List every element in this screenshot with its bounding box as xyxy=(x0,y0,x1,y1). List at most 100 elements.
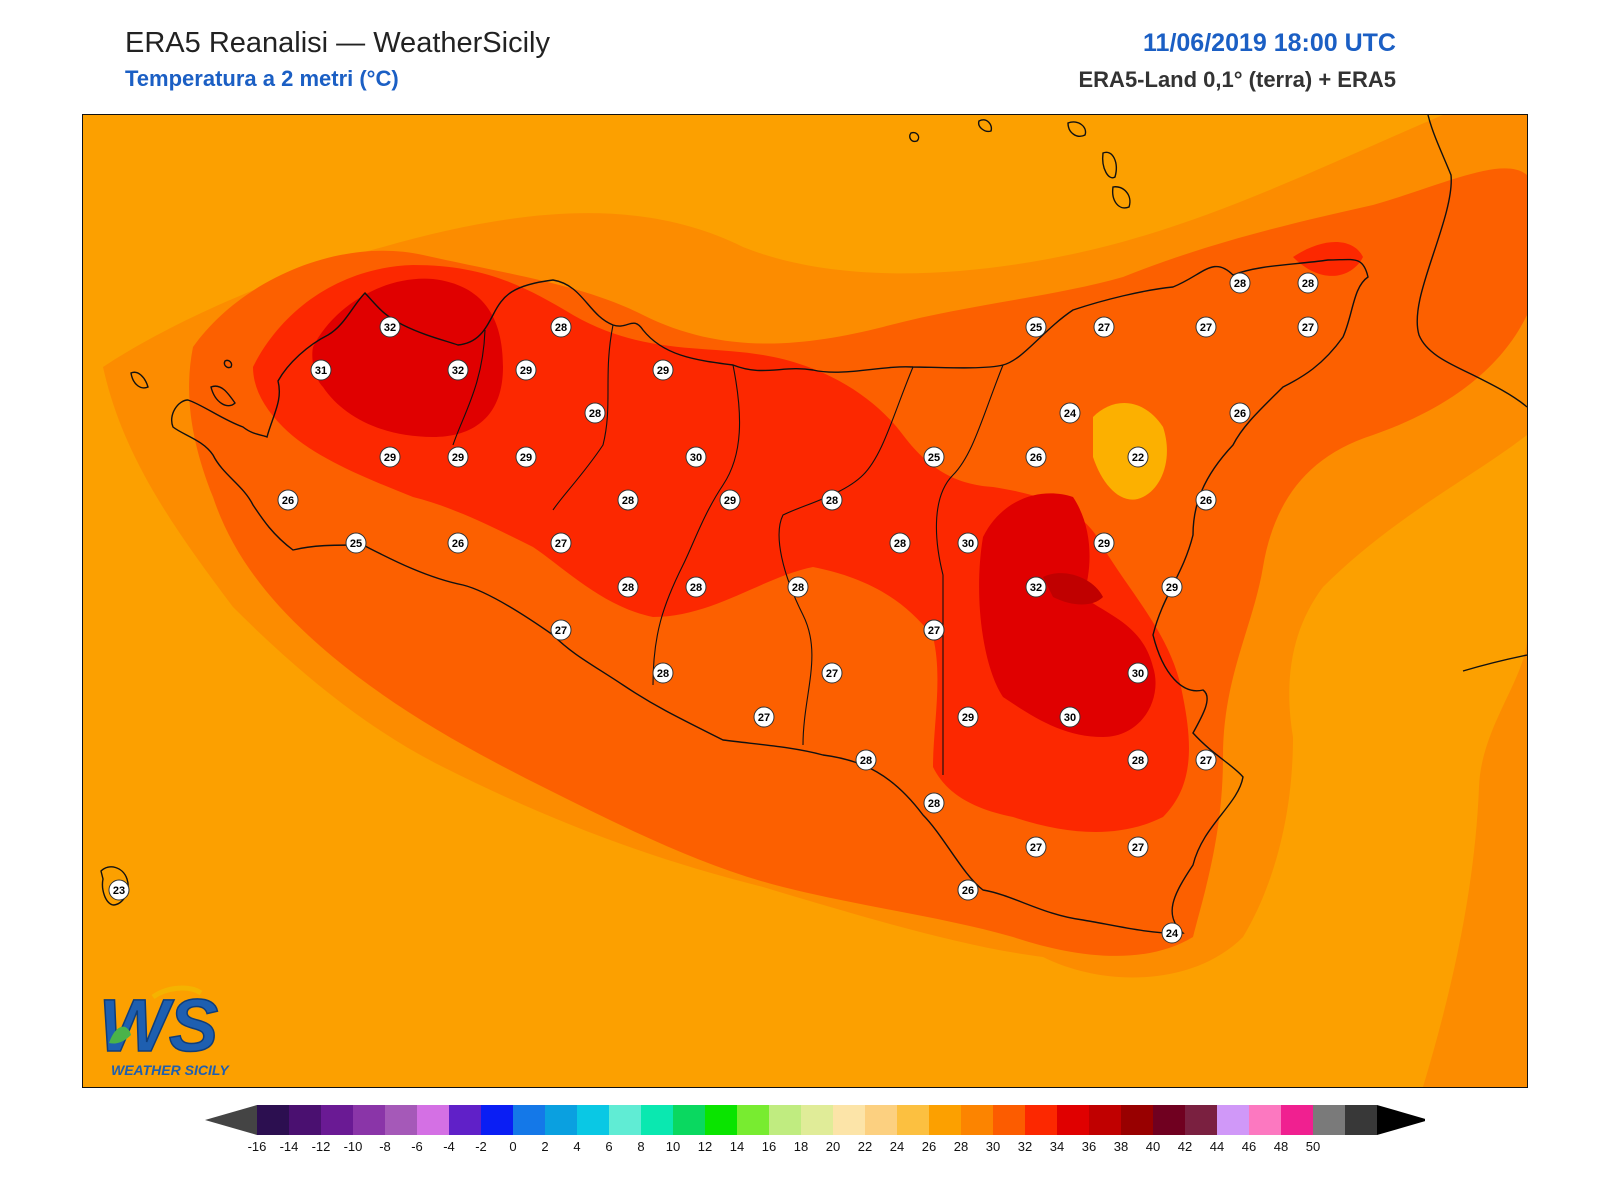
station-label: 25 xyxy=(923,446,945,468)
station-label: 28 xyxy=(1297,272,1319,294)
svg-text:27: 27 xyxy=(758,712,770,724)
svg-text:27: 27 xyxy=(1200,322,1212,334)
colorbar-tick-label: 2 xyxy=(541,1139,548,1154)
svg-text:28: 28 xyxy=(860,755,872,767)
temperature-field: 32 28 31 32 29 29 28 29 29 29 30 26 28 2… xyxy=(83,115,1527,1087)
colorbar-tick-label: 4 xyxy=(573,1139,580,1154)
station-label: 28 xyxy=(821,489,843,511)
station-label: 29 xyxy=(957,706,979,728)
weathersicily-logo: WS WEATHER SICILY xyxy=(97,983,247,1085)
svg-text:27: 27 xyxy=(826,668,838,680)
station-label: 27 xyxy=(821,662,843,684)
colorbar-cell xyxy=(609,1105,641,1135)
colorbar-cell xyxy=(1249,1105,1281,1135)
colorbar-tick-label: 32 xyxy=(1018,1139,1032,1154)
colorbar-left-cap xyxy=(205,1105,257,1135)
colorbar-tick-label: -10 xyxy=(344,1139,363,1154)
colorbar-cell xyxy=(449,1105,481,1135)
colorbar-cell xyxy=(417,1105,449,1135)
logo-letters: WS xyxy=(99,985,218,1067)
colorbar-cell xyxy=(993,1105,1025,1135)
isola-egadi-marettimo xyxy=(130,371,149,389)
colorbar-tick-label: -12 xyxy=(312,1139,331,1154)
colorbar-cell xyxy=(801,1105,833,1135)
temperature-colorbar: -16 -14 -12 -10 -8 -6 -4 -2 0 2 4 6 8 10 12 14 16 18 20 22 2… xyxy=(205,1105,1425,1154)
svg-text:27: 27 xyxy=(555,538,567,550)
svg-text:29: 29 xyxy=(520,365,532,377)
station-label: 24 xyxy=(1059,402,1081,424)
valid-datetime: 11/06/2019 18:00 UTC xyxy=(1143,29,1396,57)
colorbar-cell xyxy=(641,1105,673,1135)
station-label: 25 xyxy=(1025,316,1047,338)
svg-text:26: 26 xyxy=(452,538,464,550)
station-label: 24 xyxy=(1161,922,1183,944)
isola-vulcano xyxy=(1112,186,1131,209)
colorbar-cell xyxy=(673,1105,705,1135)
colorbar-tick-label: 44 xyxy=(1210,1139,1224,1154)
colorbar-tick-label: 0 xyxy=(509,1139,516,1154)
colorbar-tick-label: 50 xyxy=(1306,1139,1320,1154)
map-subtitle: Temperatura a 2 metri (°C) xyxy=(125,66,399,91)
svg-text:28: 28 xyxy=(555,322,567,334)
colorbar-cell xyxy=(545,1105,577,1135)
band-24-26-east xyxy=(1423,637,1527,1087)
station-label: 29 xyxy=(515,446,537,468)
station-label: 27 xyxy=(1195,749,1217,771)
station-label: 29 xyxy=(515,359,537,381)
svg-text:29: 29 xyxy=(724,495,736,507)
colorbar-cell xyxy=(385,1105,417,1135)
colorbar-cell xyxy=(1185,1105,1217,1135)
svg-text:30: 30 xyxy=(690,452,702,464)
station-label: 28 xyxy=(584,402,606,424)
colorbar-cell xyxy=(1217,1105,1249,1135)
station-label: 27 xyxy=(550,619,572,641)
station-label: 32 xyxy=(447,359,469,381)
colorbar-cell xyxy=(865,1105,897,1135)
colorbar-tick-label: 22 xyxy=(858,1139,872,1154)
svg-text:28: 28 xyxy=(826,495,838,507)
colorbar-tick-label: 14 xyxy=(730,1139,744,1154)
station-label: 26 xyxy=(1229,402,1251,424)
station-label: 29 xyxy=(719,489,741,511)
colorbar-tick-label: -16 xyxy=(248,1139,267,1154)
station-label: 30 xyxy=(957,532,979,554)
station-label: 27 xyxy=(1127,836,1149,858)
colorbar-cell xyxy=(1057,1105,1089,1135)
station-label: 28 xyxy=(685,576,707,598)
station-label: 30 xyxy=(1059,706,1081,728)
station-label: 28 xyxy=(923,792,945,814)
calabria-coast xyxy=(1416,115,1527,408)
colorbar-cell xyxy=(321,1105,353,1135)
colorbar-cell xyxy=(897,1105,929,1135)
svg-text:32: 32 xyxy=(1030,582,1042,594)
colorbar-cell xyxy=(705,1105,737,1135)
station-label: 28 xyxy=(889,532,911,554)
colorbar-cell xyxy=(1089,1105,1121,1135)
svg-text:23: 23 xyxy=(113,885,125,897)
svg-text:29: 29 xyxy=(1098,538,1110,550)
station-label: 30 xyxy=(1127,662,1149,684)
station-label: 28 xyxy=(1229,272,1251,294)
station-label: 28 xyxy=(617,576,639,598)
colorbar-cell xyxy=(1345,1105,1377,1135)
colorbar-cell xyxy=(1153,1105,1185,1135)
colorbar-cell xyxy=(769,1105,801,1135)
svg-text:25: 25 xyxy=(928,452,940,464)
isola-ustica xyxy=(909,131,920,143)
colorbar-tick-label: -2 xyxy=(475,1139,487,1154)
station-label: 29 xyxy=(652,359,674,381)
svg-text:30: 30 xyxy=(962,538,974,550)
station-label: 27 xyxy=(550,532,572,554)
station-label: 27 xyxy=(923,619,945,641)
station-label: 26 xyxy=(277,489,299,511)
colorbar-cell xyxy=(961,1105,993,1135)
svg-text:32: 32 xyxy=(452,365,464,377)
station-label: 28 xyxy=(550,316,572,338)
band-30-32 xyxy=(312,278,503,437)
svg-text:28: 28 xyxy=(1132,755,1144,767)
station-label: 23 xyxy=(108,879,130,901)
colorbar-tick-label: -14 xyxy=(280,1139,299,1154)
colorbar-cell xyxy=(737,1105,769,1135)
colorbar-cell xyxy=(1025,1105,1057,1135)
colorbar-cell xyxy=(1313,1105,1345,1135)
